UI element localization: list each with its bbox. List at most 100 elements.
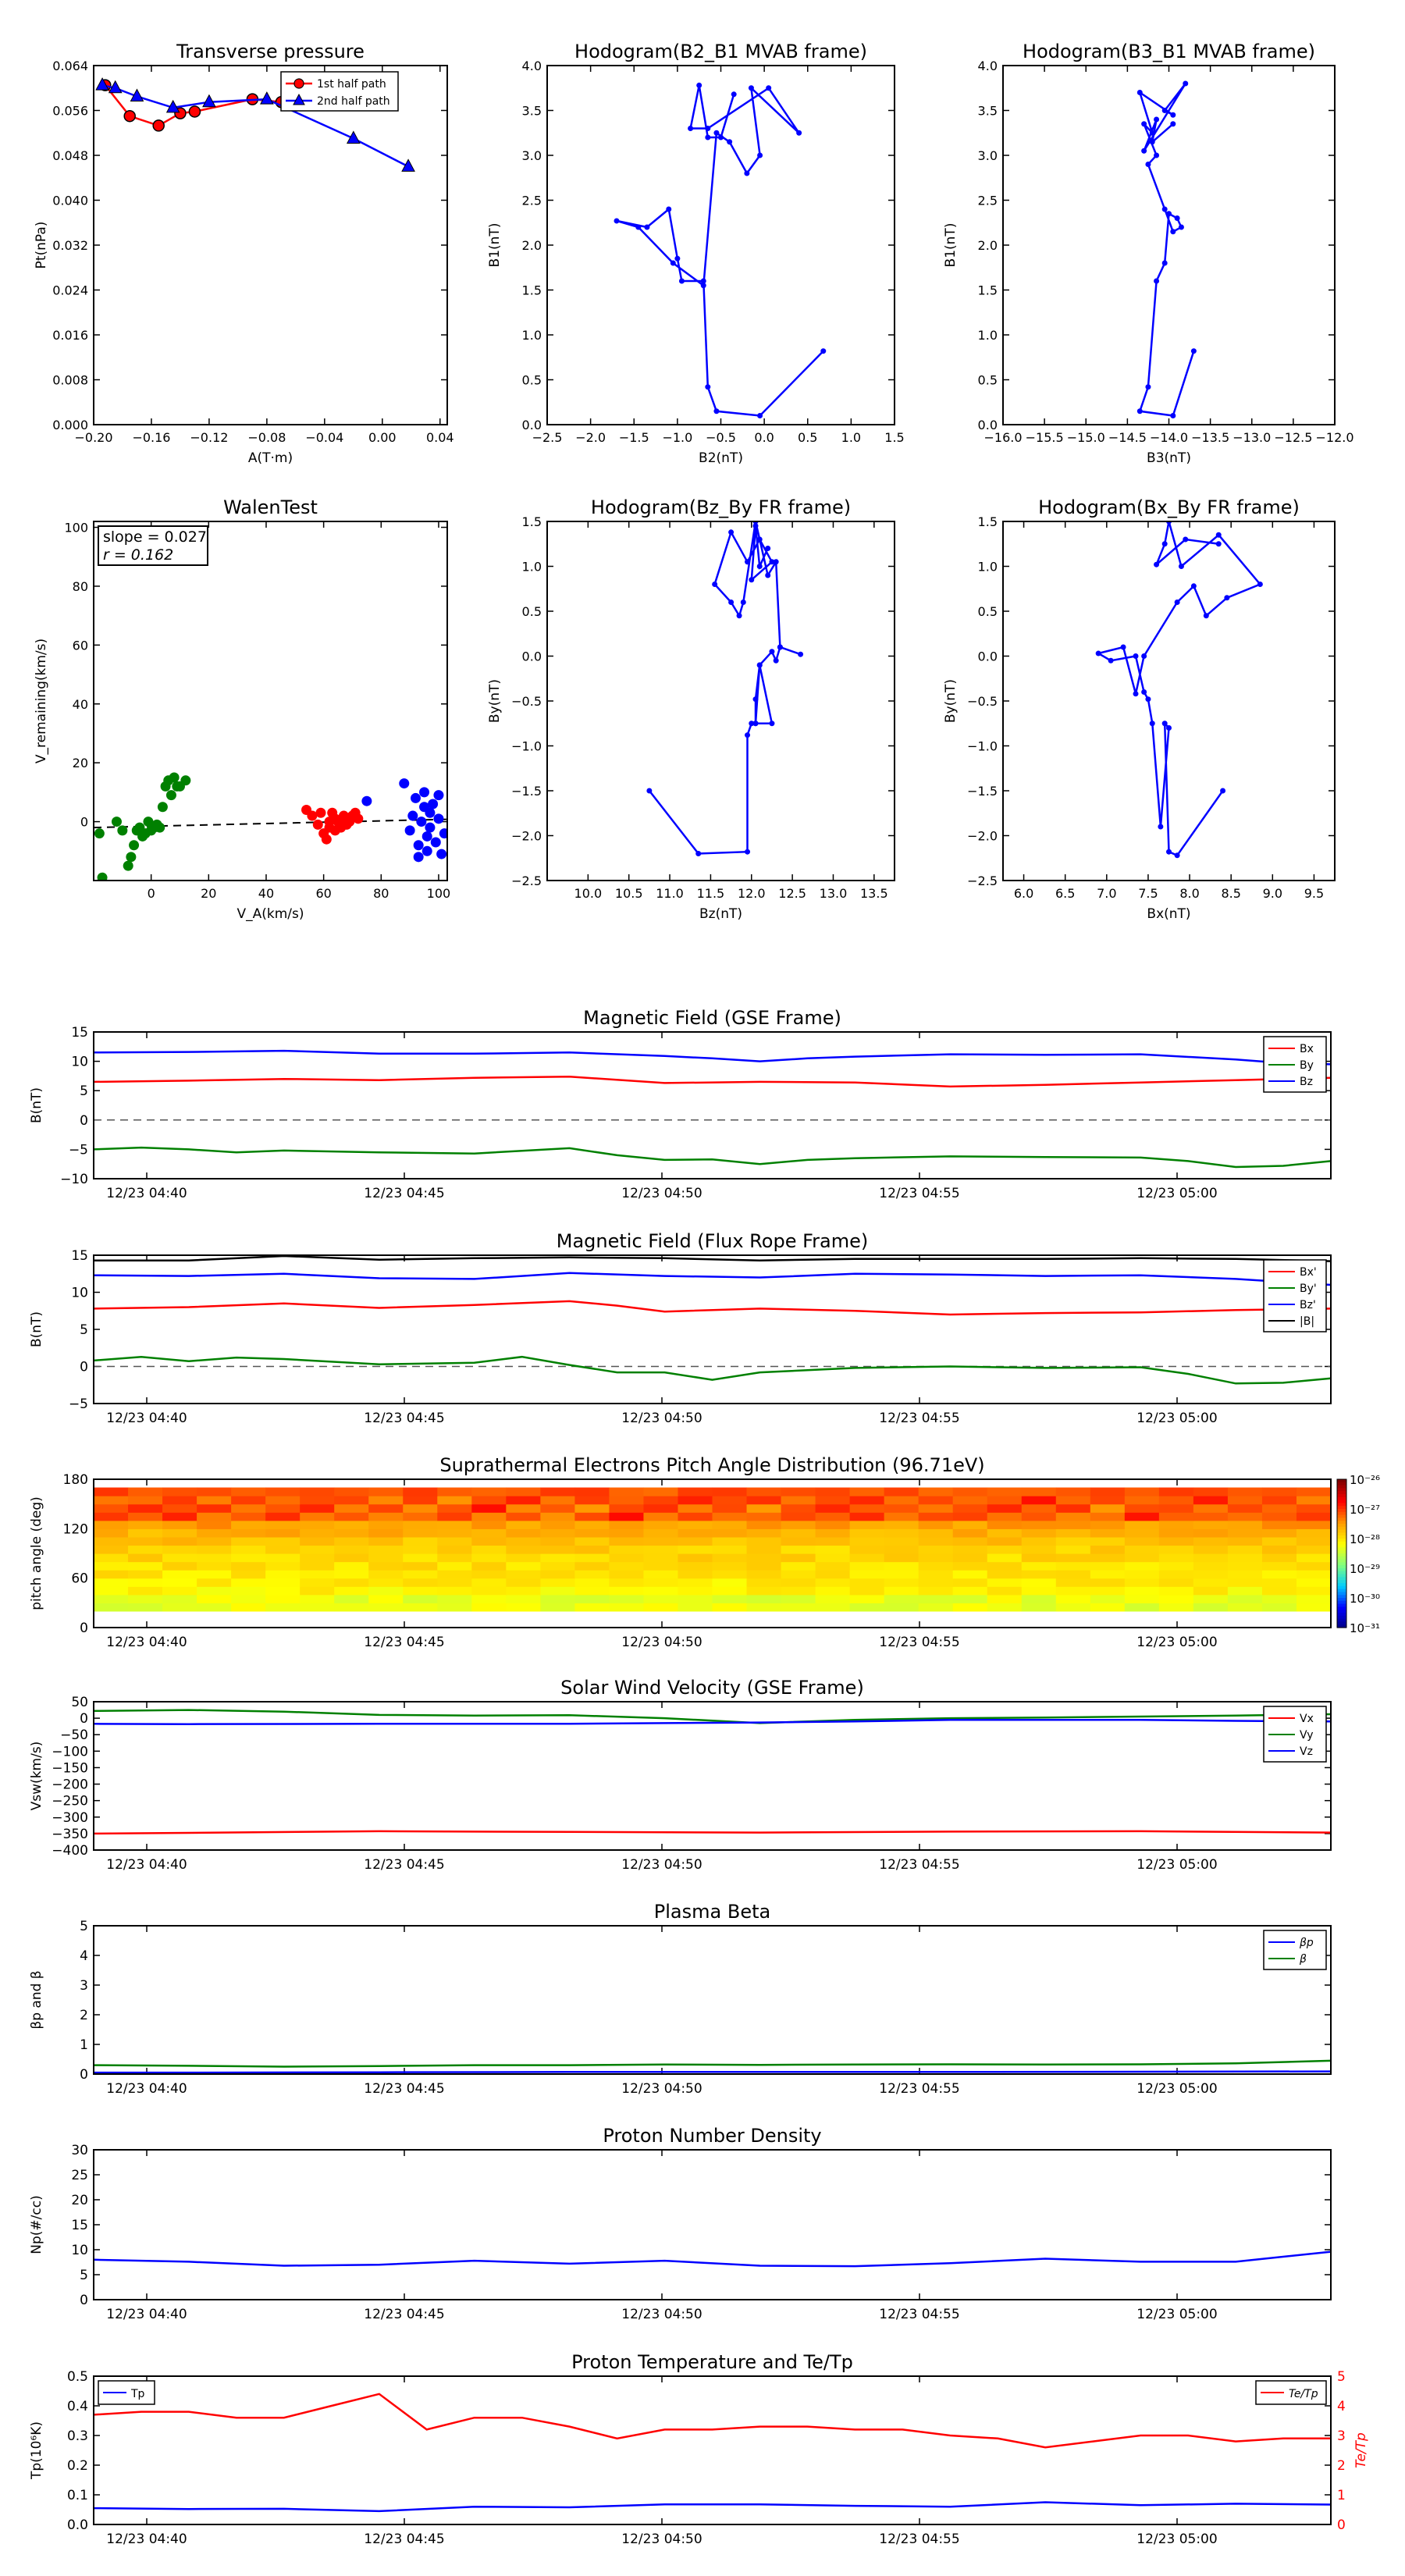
data-point <box>346 130 361 144</box>
heatmap-cell <box>506 1570 541 1579</box>
heatmap-cell <box>1193 1586 1229 1596</box>
colorbar-tick-label: 10⁻³¹ <box>1350 1621 1380 1635</box>
heatmap-cell <box>128 1503 163 1513</box>
heatmap-cell <box>884 1503 919 1513</box>
x-tick-label: 12/23 04:45 <box>364 1186 444 1201</box>
heatmap-cell <box>197 1594 232 1603</box>
colorbar-tick-label: 10⁻²⁹ <box>1350 1562 1380 1576</box>
chart-title: Transverse pressure <box>176 41 365 62</box>
y-tick-label: 0.0 <box>978 418 998 432</box>
heatmap-cell <box>781 1561 816 1571</box>
heatmap-cell <box>128 1545 163 1554</box>
series-line <box>94 2250 1331 2268</box>
heatmap-cell <box>162 1536 197 1546</box>
data-point <box>202 94 216 108</box>
y-tick-label: −200 <box>52 1777 88 1793</box>
heatmap-cell <box>265 1578 301 1587</box>
heatmap-cell <box>815 1503 851 1513</box>
y-tick-label: 1.5 <box>522 514 542 529</box>
heatmap-cell <box>265 1570 301 1579</box>
heatmap-cell <box>1124 1561 1160 1571</box>
heatmap-cell <box>540 1570 575 1579</box>
x-tick-label: 20 <box>201 886 216 901</box>
heatmap-cell <box>849 1503 885 1513</box>
y-tick-label: 10 <box>71 2243 88 2258</box>
colorbar-segment <box>1337 1571 1346 1575</box>
data-point <box>678 278 685 284</box>
data-point <box>1220 788 1226 794</box>
x-axis-label: B2(nT) <box>699 450 743 466</box>
heatmap-cell <box>506 1512 541 1521</box>
data-point <box>1141 653 1147 659</box>
heatmap-cell <box>1261 1503 1297 1513</box>
x-tick-label: 0.04 <box>426 430 454 445</box>
timeseries-panel-4: Solar Wind Velocity (GSE Frame) 12/23 04:… <box>29 1677 1332 1873</box>
heatmap-cell <box>334 1586 369 1596</box>
heatmap-cell <box>334 1545 369 1554</box>
legend-label: Bz <box>1300 1076 1313 1088</box>
y-tick-label: −50 <box>60 1727 88 1743</box>
heatmap-cell <box>300 1586 335 1596</box>
scatter-point <box>430 837 441 848</box>
x-tick-label: 1.5 <box>884 430 904 445</box>
heatmap-cell <box>540 1512 575 1521</box>
x-tick-label: 0.0 <box>754 430 774 445</box>
series-line <box>94 2393 1331 2449</box>
colorbar-segment <box>1337 1491 1346 1495</box>
heatmap-cell <box>1261 1487 1297 1496</box>
heatmap-cell <box>712 1603 748 1612</box>
data-point <box>752 696 759 703</box>
x-tick-label: −2.0 <box>575 430 606 445</box>
data-point <box>731 91 737 98</box>
heatmap-cell <box>849 1512 885 1521</box>
heatmap-cell <box>987 1536 1023 1546</box>
y-tick-label: 0.0 <box>978 649 998 664</box>
y-tick-label: 2 <box>80 2008 88 2023</box>
legend: 1st half path 2nd half path <box>280 71 399 112</box>
legend-label: Vy <box>1300 1729 1314 1742</box>
data-point <box>1174 852 1180 859</box>
x-tick-label: 12/23 05:00 <box>1136 1186 1217 1201</box>
heatmap-cell <box>987 1545 1023 1554</box>
heatmap-cell <box>1158 1578 1194 1587</box>
heatmap-cell <box>678 1545 713 1554</box>
heatmap-cell <box>746 1487 782 1496</box>
scatter-point <box>425 822 436 833</box>
heatmap-cell <box>918 1561 954 1571</box>
chart-title: Hodogram(Bx_By FR frame) <box>1038 496 1300 518</box>
heatmap-cell <box>643 1487 679 1496</box>
heatmap-cell <box>678 1503 713 1513</box>
heatmap-cell <box>574 1520 610 1529</box>
series-line <box>94 1830 1331 1835</box>
y-tick-label: 120 <box>63 1521 88 1537</box>
colorbar-segment <box>1337 1500 1346 1503</box>
heatmap-cell <box>1055 1570 1091 1579</box>
data-point <box>1120 644 1126 650</box>
heatmap-cell <box>128 1561 163 1571</box>
heatmap-cell <box>1227 1528 1263 1538</box>
heatmap-cell <box>1158 1528 1194 1538</box>
y-tick-label: 50 <box>71 1695 88 1710</box>
x-tick-label: 0.5 <box>798 430 817 445</box>
data-point <box>752 720 759 727</box>
heatmap-cell <box>1227 1545 1263 1554</box>
heatmap-cell <box>678 1594 713 1603</box>
heatmap-cell <box>781 1545 816 1554</box>
scatter-point <box>111 817 122 827</box>
heatmap-cell <box>231 1520 266 1529</box>
y-tick-label: 40 <box>73 697 88 712</box>
heatmap-cell <box>1055 1536 1091 1546</box>
heatmap-cell <box>746 1594 782 1603</box>
heatmap-cell <box>574 1570 610 1579</box>
y-tick-label: 25 <box>71 2168 88 2183</box>
heatmap-cell <box>918 1553 954 1563</box>
heatmap-cell <box>987 1528 1023 1538</box>
heatmap-cell <box>1090 1561 1126 1571</box>
data-point <box>718 134 724 141</box>
heatmap-cell <box>368 1603 404 1612</box>
scatter-point <box>97 872 108 881</box>
heatmap-cell <box>368 1512 404 1521</box>
data-point <box>1224 595 1230 601</box>
heatmap-cell <box>1055 1578 1091 1587</box>
